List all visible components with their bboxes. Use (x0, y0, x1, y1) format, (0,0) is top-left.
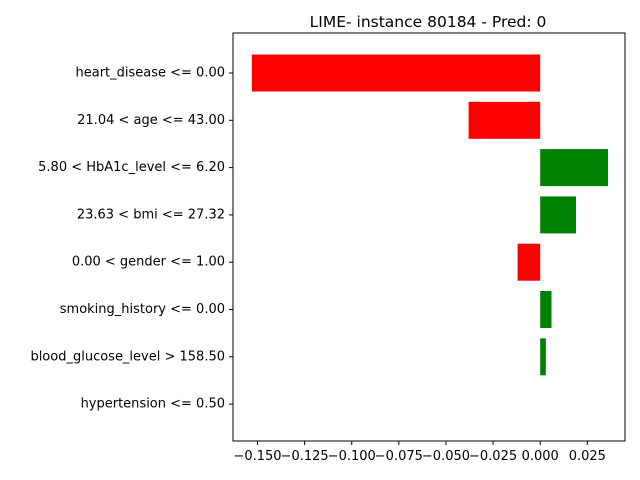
x-tick-label-5: −0.025 (469, 449, 517, 464)
x-tick-label-1: −0.125 (281, 449, 329, 464)
bar-1 (468, 101, 541, 139)
y-tick-label-1: 21.04 < age <= 43.00 (77, 113, 225, 128)
bars-layer (251, 54, 609, 376)
bar-2 (540, 149, 609, 187)
y-tick-label-2: 5.80 < HbA1c_level <= 6.20 (38, 160, 225, 175)
bar-5 (540, 291, 552, 328)
y-tick-label-4: 0.00 < gender <= 1.00 (72, 255, 225, 270)
bar-3 (540, 196, 576, 234)
bar-0 (251, 54, 541, 92)
y-tick-label-3: 23.63 < bmi <= 27.32 (77, 207, 225, 222)
x-tick-label-3: −0.075 (375, 449, 423, 464)
bar-4 (517, 243, 541, 281)
y-tick-labels: heart_disease <= 0.00 21.04 < age <= 43.0… (30, 66, 233, 412)
x-tick-label-4: −0.050 (422, 449, 470, 464)
plot-frame (232, 32, 626, 442)
x-tick-label-2: −0.100 (328, 449, 376, 464)
y-tick-label-7: hypertension <= 0.50 (81, 397, 225, 412)
y-tick-label-0: heart_disease <= 0.00 (75, 66, 225, 81)
bar-6 (540, 338, 546, 376)
y-tick-label-6: blood_glucose_level > 158.50 (30, 349, 225, 364)
x-tick-label-7: 0.025 (569, 449, 606, 464)
x-tick-label-6: 0.000 (522, 449, 559, 464)
x-tick-label-0: −0.150 (233, 449, 281, 464)
chart-title: LIME- instance 80184 - Pred: 0 (310, 13, 547, 31)
y-tick-label-5: smoking_history <= 0.00 (60, 302, 225, 317)
x-axis: −0.150 −0.125 −0.100 −0.075 −0.050 −0.025 0.00… (233, 441, 606, 464)
